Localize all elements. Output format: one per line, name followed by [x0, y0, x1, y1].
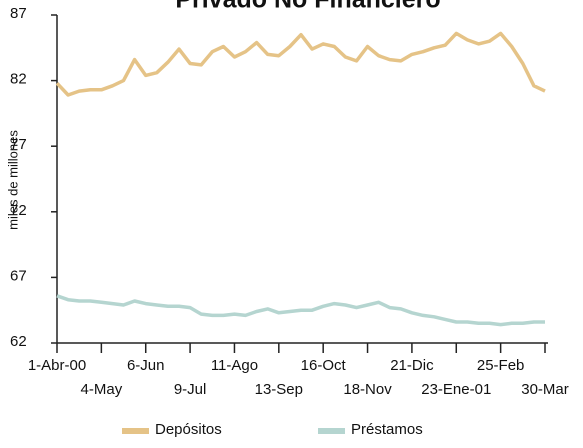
- y-tick-label: 62: [10, 333, 27, 350]
- chart-title: Privado No Financiero: [175, 0, 440, 14]
- y-tick-label: 77: [10, 136, 27, 153]
- x-tick-label: 21-Dic: [390, 357, 434, 374]
- line-series: [55, 31, 546, 97]
- x-tick-label: 11-Ago: [211, 357, 258, 374]
- y-tick-label: 72: [10, 202, 27, 219]
- x-tick-label: 23-Ene-01: [421, 381, 491, 398]
- x-tick-label: 1-Abr-00: [28, 357, 86, 374]
- x-tick-label: 30-Mar: [521, 381, 569, 398]
- x-tick-label: 18-Nov: [343, 381, 392, 398]
- legend-label: Depósitos: [155, 421, 222, 438]
- x-tick-label: 13-Sep: [255, 381, 303, 398]
- x-tick-label: 9-Jul: [174, 381, 207, 398]
- x-tick-label: 6-Jun: [127, 357, 165, 374]
- y-tick-label: 82: [10, 71, 27, 88]
- x-tick-label: 4-May: [81, 381, 123, 398]
- y-tick-label: 67: [10, 267, 27, 284]
- y-axis-title: miles de millones: [5, 130, 20, 230]
- y-tick-label: 87: [10, 5, 27, 22]
- legend-label: Préstamos: [351, 421, 423, 438]
- line-series: [56, 294, 545, 327]
- x-tick-label: 25-Feb: [477, 357, 525, 374]
- x-tick-label: 16-Oct: [301, 357, 347, 374]
